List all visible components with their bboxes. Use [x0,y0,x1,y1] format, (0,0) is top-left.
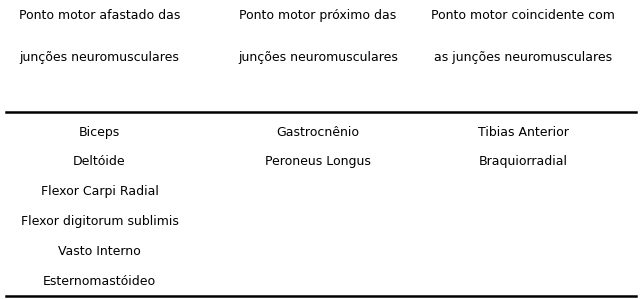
Text: Ponto motor coincidente com: Ponto motor coincidente com [431,9,615,22]
Text: as junções neuromusculares: as junções neuromusculares [434,51,612,64]
Text: junções neuromusculares: junções neuromusculares [19,51,180,64]
Text: Gastrocnênio: Gastrocnênio [276,126,360,138]
Text: Biceps: Biceps [79,126,120,138]
Text: Deltóide: Deltóide [73,155,126,168]
Text: Vasto Interno: Vasto Interno [58,245,141,258]
Text: Flexor digitorum sublimis: Flexor digitorum sublimis [21,215,178,228]
Text: Braquiorradial: Braquiorradial [479,155,568,168]
Text: Ponto motor próximo das: Ponto motor próximo das [239,9,396,22]
Text: Ponto motor afastado das: Ponto motor afastado das [19,9,180,22]
Text: Flexor Carpi Radial: Flexor Carpi Radial [40,185,159,198]
Text: junções neuromusculares: junções neuromusculares [238,51,398,64]
Text: Esternomastóideo: Esternomastóideo [43,275,156,288]
Text: Peroneus Longus: Peroneus Longus [265,155,370,168]
Text: Tibias Anterior: Tibias Anterior [478,126,569,138]
